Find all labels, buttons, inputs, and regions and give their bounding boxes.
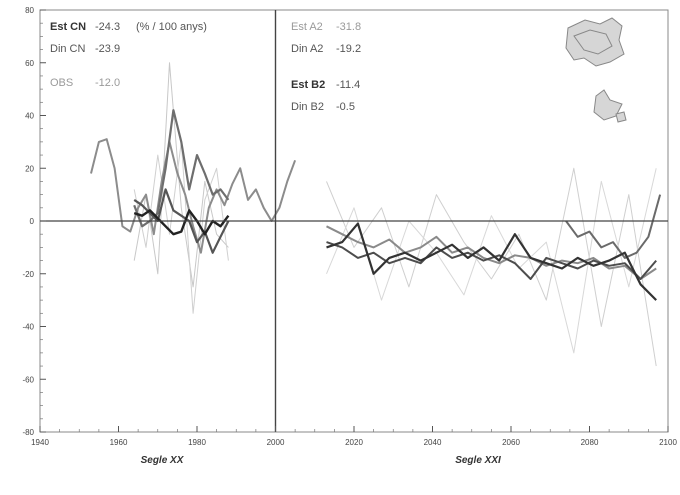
map-inset-icon [565,17,627,123]
legend-est-a2-label: Est A2 [291,21,323,33]
y-axis: 80 60 40 20 0 -20 -40 -60 -80 [22,6,46,437]
y-tick-label: 40 [25,112,34,121]
legend-est-cn-label: Est CN [50,21,86,33]
series-line-3 [133,188,230,254]
x-title-segle-xxi: Segle XXI [455,455,501,466]
x-tick-label: 2100 [659,438,677,447]
legend-din-b2-value: -0.5 [336,101,355,113]
y-tick-label: -80 [22,428,34,437]
series-line-12 [326,168,657,354]
x-title-segle-xx: Segle XX [141,455,185,466]
x-tick-label: 2000 [267,438,285,447]
legend-obs-label: OBS [50,77,73,89]
legend-din-b2-label: Din B2 [291,101,324,113]
x-tick-label: 2040 [424,438,442,447]
series-line-1 [90,138,297,254]
y-tick-label: 60 [25,59,34,68]
legend-est-cn-value: -24.3 [95,21,120,33]
legend-din-a2-value: -19.2 [336,43,361,55]
x-tick-label: 2020 [345,438,363,447]
y-tick-label: 0 [30,217,35,226]
series-line-11 [326,167,657,367]
y-tick-label: 80 [25,6,34,15]
legend-annotation: (% / 100 anys) [136,21,207,33]
x-tick-label: 2060 [502,438,520,447]
series-line-8 [565,194,662,259]
legend-din-a2-label: Din A2 [291,43,323,55]
y-tick-label: -40 [22,323,34,332]
legend-din-cn-value: -23.9 [95,43,120,55]
x-tick-label: 1960 [110,438,128,447]
legend-est-b2-label: Est B2 [291,79,325,91]
legend-din-cn-label: Din CN [50,43,86,55]
x-axis: 1940 1960 1980 2000 2020 2040 2060 2080 2100 [31,426,677,447]
series-line-7 [326,222,657,301]
x-tick-label: 1980 [188,438,206,447]
x-tick-label: 1940 [31,438,49,447]
x-tick-label: 2080 [581,438,599,447]
legend-est-b2-value: -11.4 [336,79,360,91]
y-tick-label: 20 [25,164,34,173]
legend-est-a2-value: -31.8 [336,21,361,33]
y-tick-label: -20 [22,270,34,279]
reference-lines [40,10,668,432]
y-tick-label: -60 [22,375,34,384]
legend-obs-value: -12.0 [95,77,120,89]
